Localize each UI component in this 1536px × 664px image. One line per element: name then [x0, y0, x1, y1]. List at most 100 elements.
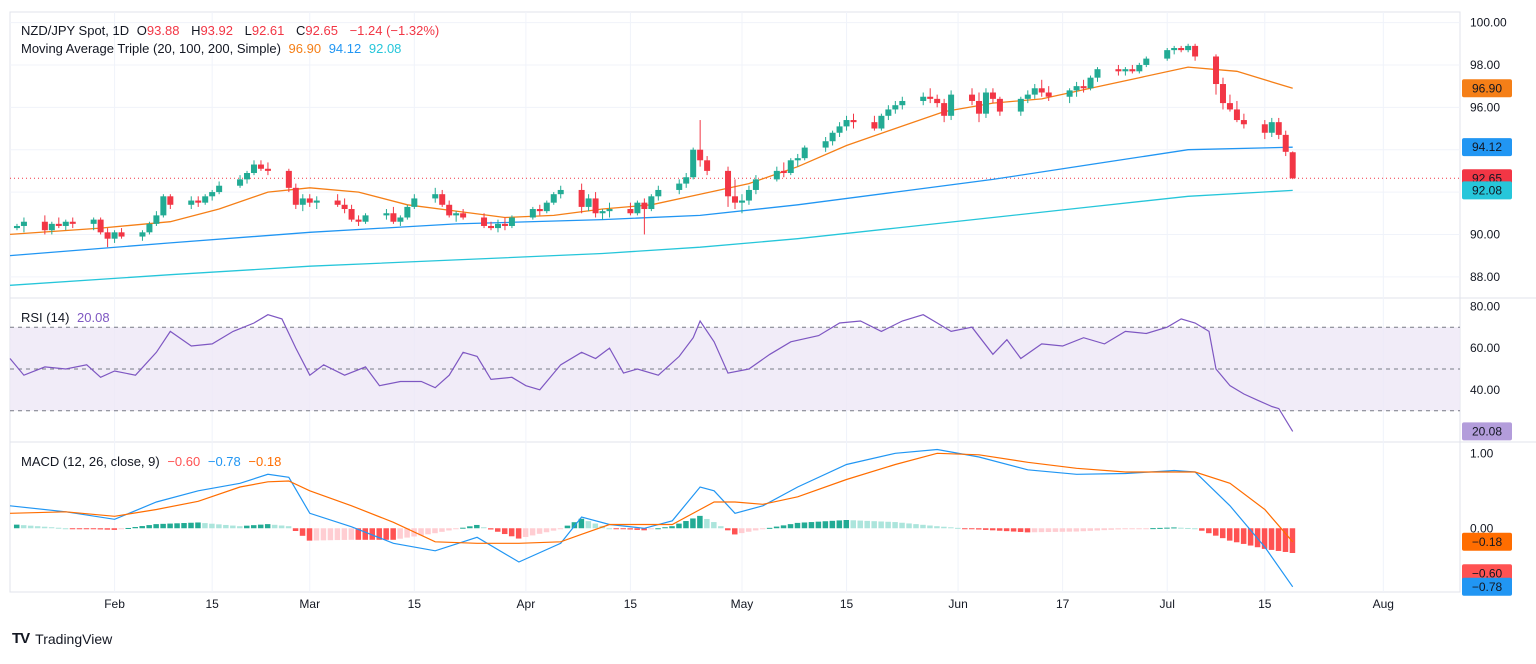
candle [592, 192, 599, 218]
macd-hist-bar [738, 528, 745, 534]
candle [501, 217, 508, 231]
candle [488, 221, 495, 231]
candle-body [1122, 69, 1129, 72]
macd-hist-bar [1199, 528, 1205, 531]
candle-body [20, 221, 27, 226]
badge-bg [1462, 532, 1512, 551]
candle-body [1213, 56, 1220, 85]
candle-body [62, 221, 69, 226]
macd-hist-bar [1045, 528, 1052, 533]
macd-hist-bar [620, 528, 626, 530]
candle-body [209, 192, 216, 197]
macd-hist-bar [913, 524, 919, 529]
macd-hist-bar [759, 528, 766, 530]
candle-body [188, 200, 195, 205]
candle-body [244, 173, 251, 180]
macd-hist-bar [292, 528, 299, 531]
macd-hist-bar [836, 520, 843, 529]
macd-hist-bar [1003, 528, 1010, 532]
macd-hist-bar [1129, 528, 1135, 530]
candle [1122, 67, 1129, 76]
rsi-line [9, 314, 1294, 432]
macd-tick-label: 0.00 [1470, 521, 1494, 535]
candle [1178, 45, 1185, 53]
macd-hist-bar [1017, 528, 1024, 532]
candle [104, 228, 111, 248]
candle-body [836, 126, 843, 133]
candle [244, 170, 251, 184]
macd-hist-bar [494, 528, 501, 532]
candle-body [1282, 134, 1289, 152]
ma-legend: Moving Average Triple (20, 100, 200, Sim… [21, 41, 405, 57]
macd-hist-bar [920, 524, 926, 529]
candle-body [1080, 86, 1087, 89]
candle [41, 215, 48, 235]
candle-body [969, 94, 976, 101]
candle-body [536, 209, 543, 212]
candle [690, 147, 697, 180]
rsi-value: 20.08 [77, 310, 110, 325]
ma-label: Moving Average Triple (20, 100, 200, Sim… [21, 41, 281, 56]
macd-hist-bar [1108, 528, 1114, 530]
macd-hist-bar [418, 528, 424, 536]
macd-hist-bar [766, 527, 773, 529]
macd-hist-bar [62, 528, 69, 530]
candle-body [683, 177, 690, 184]
candle [216, 181, 223, 195]
candle-body [1275, 122, 1282, 135]
tradingview-brand[interactable]: TV TradingView [12, 630, 112, 647]
x-tick-label: May [731, 597, 754, 611]
candle [160, 194, 167, 218]
candle-body [257, 164, 264, 169]
macd-hist-bar [996, 528, 1003, 531]
x-tick-label: Feb [104, 597, 125, 611]
candle-body [494, 223, 501, 229]
candle-body [585, 198, 592, 207]
price-tick-label: 88.00 [1470, 270, 1500, 284]
candle [794, 153, 801, 167]
macd-hist-bar [439, 528, 445, 532]
candle [627, 202, 634, 216]
rsi-badge: 20.08 [1462, 422, 1512, 441]
change-value: −1.24 (−1.32%) [349, 23, 440, 38]
candle [250, 160, 257, 176]
macd-hist-bar [606, 528, 613, 530]
macd-hist-bar [20, 525, 27, 529]
macd-hist-bar [536, 528, 543, 534]
macd-hist-bar [1219, 528, 1226, 539]
macd-hist-bar [906, 523, 912, 529]
candle [836, 122, 843, 137]
candle [1219, 77, 1226, 110]
macd-hist-bar [648, 528, 654, 530]
candle-body [920, 96, 927, 101]
x-tick-label: 15 [408, 597, 422, 611]
macd-hist-bar [662, 527, 668, 529]
macd-hist-bar [522, 528, 529, 537]
candle-body [160, 196, 167, 216]
macd-hist-bar [1192, 528, 1198, 530]
macd-hist-bar [97, 528, 104, 530]
candle [927, 88, 934, 104]
candle [725, 166, 732, 207]
x-tick-label: Jun [948, 597, 967, 611]
macd-tick-label: 1.00 [1470, 446, 1494, 460]
macd-hist-bar [181, 523, 187, 529]
macd-hist-bar [690, 518, 696, 529]
macd-badge: −0.18 [1462, 532, 1512, 551]
macd-hist-bar [752, 528, 759, 531]
candle-body [892, 105, 899, 110]
candle-body [543, 202, 550, 212]
macd-hist-bar [327, 528, 334, 541]
macd-hist-bar [1073, 528, 1080, 532]
candle [1087, 75, 1094, 91]
ma100-value: 94.12 [328, 41, 362, 56]
candle-body [237, 179, 244, 186]
candle [996, 96, 1003, 116]
macd-hist-bar [453, 528, 459, 530]
candle [934, 94, 941, 108]
badge-label: 20.08 [1472, 424, 1502, 438]
candle-body [982, 92, 989, 114]
macd-badge: −0.78 [1462, 577, 1512, 596]
candle [494, 219, 501, 233]
